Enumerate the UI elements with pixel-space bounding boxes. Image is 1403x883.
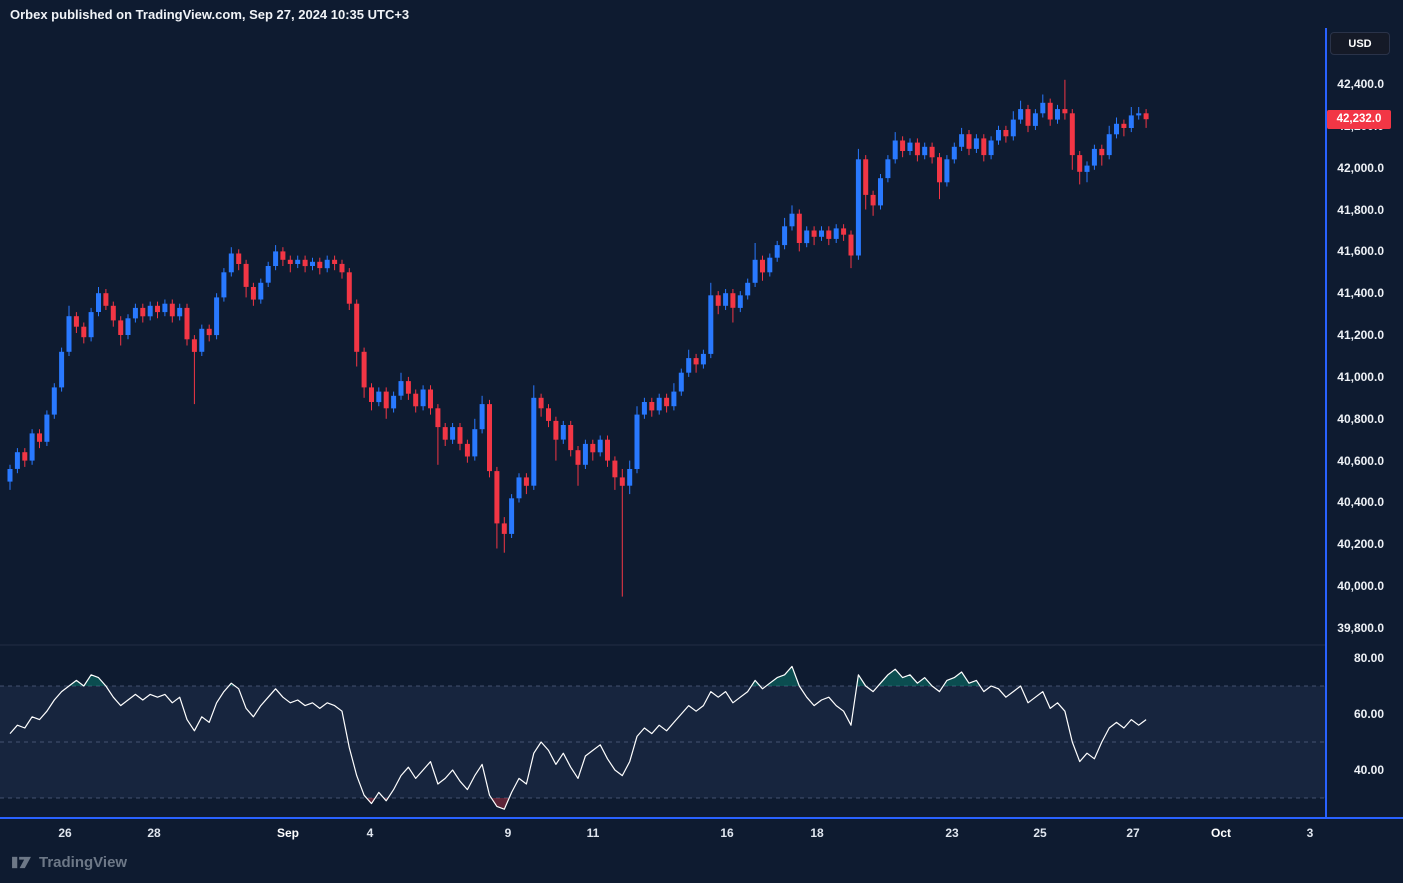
price-tick-label: 41,400.0 (1337, 286, 1384, 301)
price-tick-label: 41,600.0 (1337, 244, 1384, 259)
time-tick-label: 18 (810, 826, 824, 840)
price-tick-label: 41,200.0 (1337, 328, 1384, 343)
candle-bodies (7, 102, 1149, 534)
candle-wicks (9, 79, 1147, 597)
watermark-label: TradingView (39, 854, 128, 871)
time-tick-label: Sep (276, 826, 299, 840)
price-tick-label: 40,000.0 (1337, 579, 1384, 594)
rsi-oversold-fill (366, 798, 510, 810)
tradingview-logo-icon (12, 856, 31, 869)
price-tick-label: 39,800.0 (1337, 621, 1384, 635)
time-tick-label: 3 (1306, 826, 1314, 840)
rsi-overbought-fill (69, 666, 1021, 686)
time-tick-label: 26 (58, 826, 72, 840)
rsi-tick-label: 60.00 (1353, 707, 1384, 721)
time-tick-label: 28 (147, 826, 161, 840)
currency-button[interactable]: USD (1330, 32, 1390, 55)
time-tick-label: Oct (1210, 826, 1231, 840)
time-tick-label: 23 (945, 826, 959, 840)
tradingview-watermark[interactable]: TradingView (11, 854, 127, 871)
time-tick-label: 25 (1033, 826, 1047, 840)
price-tick-label: 41,000.0 (1337, 369, 1384, 384)
price-tick-label: 42,400.0 (1337, 77, 1384, 91)
price-tick-label: 40,600.0 (1337, 453, 1384, 468)
time-tick-label: 4 (366, 826, 374, 840)
time-tick-label: 27 (1126, 826, 1140, 840)
price-tick-label: 40,400.0 (1337, 495, 1384, 510)
rsi-tick-label: 40.00 (1353, 763, 1384, 777)
price-tick-label: 40,200.0 (1337, 537, 1384, 552)
attribution-text: Orbex published on TradingView.com, Sep … (10, 7, 410, 22)
time-tick-label: 11 (586, 826, 600, 840)
rsi-band (0, 686, 1326, 798)
time-tick-label: 9 (504, 826, 512, 840)
price-tick-label: 40,800.0 (1337, 411, 1384, 426)
last-price-badge: 42,232.0 (1327, 109, 1391, 129)
price-tick-label: 42,000.0 (1337, 160, 1384, 175)
rsi-line (9, 665, 1147, 810)
rsi-tick-label: 80.00 (1353, 651, 1384, 665)
price-tick-label: 41,800.0 (1337, 202, 1384, 217)
time-tick-label: 16 (720, 826, 734, 840)
